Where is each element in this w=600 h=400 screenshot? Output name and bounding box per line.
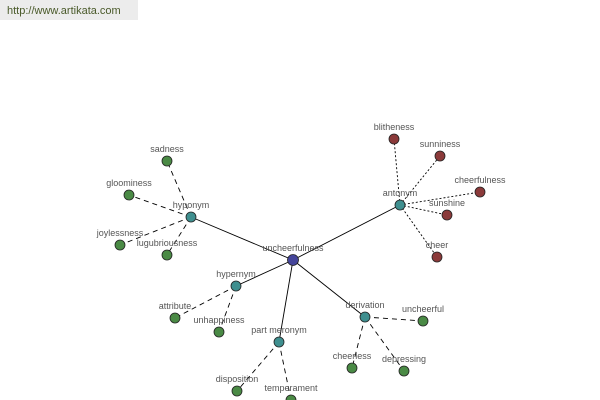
edge-sunniness (399, 155, 441, 206)
word-node-blitheness-dot[interactable] (388, 133, 400, 145)
word-node-temperament-label: temperament (264, 383, 318, 393)
edge-joylessness (119, 216, 192, 246)
word-node-sunniness-label: sunniness (420, 139, 461, 149)
relation-node-antonym-dot[interactable] (394, 199, 406, 211)
center-node[interactable]: uncheerfulness (262, 243, 324, 266)
edge-gloominess (128, 194, 192, 218)
edge-attribute (174, 285, 237, 319)
word-node-sunshine-dot[interactable] (441, 209, 453, 221)
word-node-attribute-dot[interactable] (169, 312, 181, 324)
edge-lugubriousness (166, 216, 192, 256)
center-node-dot[interactable] (287, 254, 299, 266)
word-node-sunniness[interactable]: sunniness (420, 139, 461, 162)
word-node-disposition-dot[interactable] (231, 385, 243, 397)
word-node-cheerless-dot[interactable] (346, 362, 358, 374)
word-node-unhappiness[interactable]: unhappiness (193, 315, 245, 338)
word-node-unhappiness-dot[interactable] (213, 326, 225, 338)
word-node-lugubriousness-dot[interactable] (161, 249, 173, 261)
word-node-temperament-dot[interactable] (285, 394, 297, 400)
word-node-sunshine[interactable]: sunshine (429, 198, 465, 221)
word-node-depressing[interactable]: depressing (382, 354, 426, 377)
relation-node-derivation-dot[interactable] (359, 311, 371, 323)
relation-node-part-meronym-dot[interactable] (273, 336, 285, 348)
word-node-cheerfulness-dot[interactable] (474, 186, 486, 198)
word-node-gloominess[interactable]: gloominess (106, 178, 152, 201)
relation-node-antonym[interactable]: antonym (383, 188, 418, 211)
word-node-attribute[interactable]: attribute (159, 301, 192, 324)
word-node-depressing-dot[interactable] (398, 365, 410, 377)
center-node-label: uncheerfulness (262, 243, 324, 253)
relation-node-part-meronym[interactable]: part meronym (251, 325, 307, 348)
relation-node-hypernym-dot[interactable] (230, 280, 242, 292)
word-node-lugubriousness-label: lugubriousness (137, 238, 198, 248)
relation-node-antonym-label: antonym (383, 188, 418, 198)
word-node-cheerfulness[interactable]: cheerfulness (454, 175, 506, 198)
word-node-sadness-dot[interactable] (161, 155, 173, 167)
word-node-uncheerful[interactable]: uncheerful (402, 304, 444, 327)
edge-disposition (236, 341, 280, 392)
word-node-joylessness[interactable]: joylessness (96, 228, 144, 251)
word-node-cheerfulness-label: cheerfulness (454, 175, 506, 185)
edge-sunshine (399, 204, 448, 216)
relation-node-hyponym[interactable]: hyponym (173, 200, 210, 223)
word-node-gloominess-label: gloominess (106, 178, 152, 188)
relation-node-hypernym[interactable]: hypernym (216, 269, 256, 292)
edge-temperament (278, 341, 292, 400)
word-node-disposition-label: disposition (216, 374, 259, 384)
word-node-joylessness-label: joylessness (96, 228, 144, 238)
relation-node-derivation[interactable]: derivation (345, 300, 385, 323)
word-node-cheerless-label: cheerless (333, 351, 372, 361)
site-url-link[interactable]: http://www.artikata.com (0, 0, 138, 20)
word-node-sadness-label: sadness (150, 144, 184, 154)
relation-node-derivation-label: derivation (345, 300, 384, 310)
word-node-cheer-dot[interactable] (431, 251, 443, 263)
edge-sadness (166, 160, 192, 218)
word-node-uncheerful-dot[interactable] (417, 315, 429, 327)
edge-cheer (399, 204, 438, 258)
word-node-sadness[interactable]: sadness (150, 144, 184, 167)
word-node-cheer[interactable]: cheer (426, 240, 449, 263)
word-node-sunniness-dot[interactable] (434, 150, 446, 162)
edge-hypernym (235, 259, 294, 287)
word-node-blitheness[interactable]: blitheness (374, 122, 415, 145)
relation-node-hyponym-label: hyponym (173, 200, 210, 210)
edge-depressing (364, 316, 405, 372)
edge-derivation (292, 259, 366, 318)
relation-node-part-meronym-label: part meronym (251, 325, 307, 335)
word-node-unhappiness-label: unhappiness (193, 315, 245, 325)
word-node-cheerless[interactable]: cheerless (333, 351, 372, 374)
edge-part-meronym (278, 259, 294, 343)
word-node-depressing-label: depressing (382, 354, 426, 364)
edge-antonym (292, 204, 401, 261)
word-node-temperament[interactable]: temperament (264, 383, 318, 400)
edge-unhappiness (218, 285, 237, 333)
edge-blitheness (393, 138, 401, 206)
edge-uncheerful (364, 316, 424, 322)
word-node-disposition[interactable]: disposition (216, 374, 259, 397)
word-node-uncheerful-label: uncheerful (402, 304, 444, 314)
word-node-cheer-label: cheer (426, 240, 449, 250)
word-node-blitheness-label: blitheness (374, 122, 415, 132)
edge-hyponym (190, 216, 294, 261)
word-node-attribute-label: attribute (159, 301, 192, 311)
relation-node-hypernym-label: hypernym (216, 269, 256, 279)
edge-cheerfulness (399, 191, 481, 206)
word-node-lugubriousness[interactable]: lugubriousness (137, 238, 198, 261)
word-node-joylessness-dot[interactable] (114, 239, 126, 251)
word-node-sunshine-label: sunshine (429, 198, 465, 208)
relation-node-hyponym-dot[interactable] (185, 211, 197, 223)
word-node-gloominess-dot[interactable] (123, 189, 135, 201)
